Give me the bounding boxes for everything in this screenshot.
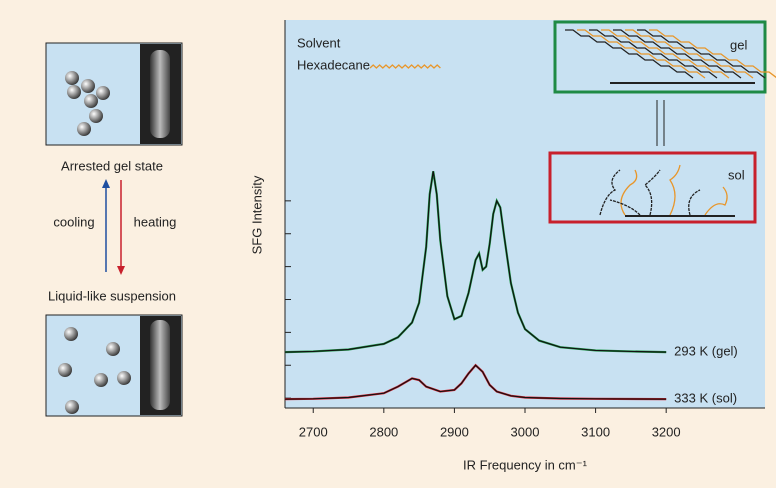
- annotation: sol: [728, 167, 745, 182]
- series-label: 293 K (gel): [674, 344, 738, 359]
- annotation: Hexadecane: [297, 57, 370, 72]
- x-tick-label: 3000: [511, 424, 540, 439]
- heating-label: heating: [134, 214, 177, 229]
- y-axis-label: SFG Intensity: [249, 175, 264, 254]
- x-tick-label: 2900: [440, 424, 469, 439]
- x-tick-label: 3200: [652, 424, 681, 439]
- figure: Arrested gel state cooling heating Liqui…: [0, 0, 776, 488]
- x-tick-label: 2700: [299, 424, 328, 439]
- tube: [150, 50, 170, 138]
- x-axis-label: IR Frequency in cm⁻¹: [463, 457, 588, 472]
- annotation: Solvent: [297, 35, 341, 50]
- state-label: Liquid-like suspension: [48, 288, 176, 303]
- cooling-label: cooling: [53, 214, 94, 229]
- x-tick-label: 2800: [369, 424, 398, 439]
- annotation: gel: [730, 37, 747, 52]
- series-label: 333 K (sol): [674, 391, 737, 406]
- page: Arrested gel state cooling heating Liqui…: [0, 0, 776, 488]
- x-tick-label: 3100: [581, 424, 610, 439]
- tube: [150, 320, 170, 410]
- state-label: Arrested gel state: [61, 158, 163, 173]
